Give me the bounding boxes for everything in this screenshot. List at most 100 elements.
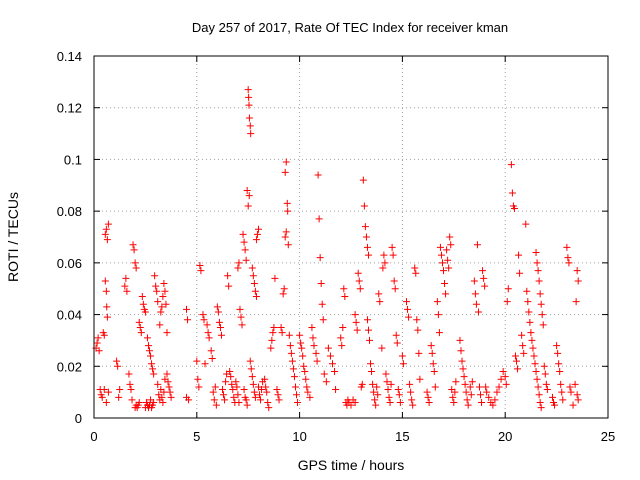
data-point	[433, 298, 441, 306]
data-point	[244, 86, 252, 94]
data-point	[380, 251, 388, 259]
data-point	[243, 186, 251, 194]
data-point	[423, 388, 431, 396]
data-point	[440, 267, 448, 275]
data-point	[413, 316, 421, 324]
data-point	[242, 256, 250, 264]
x-tick-label: 5	[193, 429, 200, 444]
data-point	[518, 331, 526, 339]
data-point	[527, 329, 535, 337]
data-point	[235, 259, 243, 267]
data-point	[425, 398, 433, 406]
data-point	[476, 383, 483, 391]
data-point	[467, 391, 475, 399]
data-point	[528, 336, 536, 344]
data-point	[456, 336, 464, 344]
data-point	[159, 398, 167, 406]
data-point	[563, 243, 571, 251]
data-point	[359, 176, 367, 184]
data-point	[243, 401, 251, 409]
data-point	[230, 393, 238, 401]
data-point	[533, 259, 541, 267]
y-tick-label: 0.14	[57, 49, 82, 64]
data-point	[252, 236, 260, 244]
data-point	[328, 360, 336, 368]
plot-frame	[93, 55, 609, 419]
data-point	[135, 398, 143, 406]
data-point	[372, 401, 380, 409]
data-point	[481, 282, 489, 290]
data-point	[353, 326, 361, 334]
data-point	[538, 311, 546, 319]
data-point	[248, 264, 256, 272]
y-axis: 0 0.02 0.04 0.06 0.08 0.1 0.12 0.14	[57, 49, 608, 426]
data-point	[222, 378, 230, 386]
data-point	[499, 367, 507, 375]
data-point	[282, 158, 290, 166]
data-point	[265, 404, 273, 412]
data-point	[535, 391, 543, 399]
data-point	[227, 373, 235, 381]
data-point	[406, 380, 414, 388]
data-point	[364, 251, 372, 259]
data-point	[144, 342, 152, 350]
data-point	[468, 378, 476, 386]
data-point	[285, 331, 293, 339]
data-point	[221, 396, 229, 404]
data-point	[261, 375, 269, 383]
data-point	[258, 386, 266, 394]
data-point	[574, 277, 582, 285]
data-point	[370, 388, 378, 396]
data-point	[251, 287, 259, 295]
data-point	[277, 324, 285, 331]
data-point	[535, 277, 543, 285]
data-point	[384, 386, 392, 394]
data-point	[236, 305, 244, 313]
data-point	[541, 370, 549, 378]
data-point	[158, 303, 166, 311]
data-point	[240, 386, 248, 394]
data-point	[132, 264, 140, 272]
data-point	[495, 383, 503, 391]
data-point	[354, 269, 362, 277]
data-point	[251, 393, 259, 401]
data-point	[532, 249, 540, 257]
data-point	[94, 334, 102, 342]
data-point	[284, 207, 292, 215]
data-point	[241, 246, 249, 254]
data-point	[445, 264, 453, 272]
data-point	[293, 391, 301, 399]
data-point	[130, 246, 138, 254]
data-point	[443, 246, 451, 254]
data-point	[213, 303, 221, 311]
data-point	[297, 339, 305, 347]
data-point	[122, 274, 130, 282]
data-point	[214, 308, 222, 316]
data-point	[479, 267, 487, 275]
data-point	[302, 375, 310, 383]
data-point	[540, 362, 548, 370]
data-point	[525, 308, 533, 316]
data-point	[310, 342, 318, 350]
data-point	[532, 367, 540, 375]
data-point	[428, 349, 436, 357]
data-point	[404, 305, 412, 313]
data-point	[474, 308, 482, 316]
data-point	[149, 365, 157, 373]
data-point	[163, 370, 171, 378]
y-axis-label: ROTI / TECUs	[5, 192, 21, 282]
data-point	[159, 292, 167, 300]
data-point	[508, 189, 516, 197]
data-point	[157, 308, 165, 316]
data-point	[102, 225, 110, 233]
data-point	[104, 388, 112, 396]
data-point	[283, 199, 291, 207]
data-point	[286, 342, 294, 350]
data-point	[539, 321, 547, 329]
data-point	[451, 388, 459, 396]
data-point	[281, 233, 289, 241]
data-point	[306, 393, 314, 401]
data-point	[249, 380, 257, 388]
data-point	[151, 272, 159, 280]
data-point	[318, 300, 326, 308]
